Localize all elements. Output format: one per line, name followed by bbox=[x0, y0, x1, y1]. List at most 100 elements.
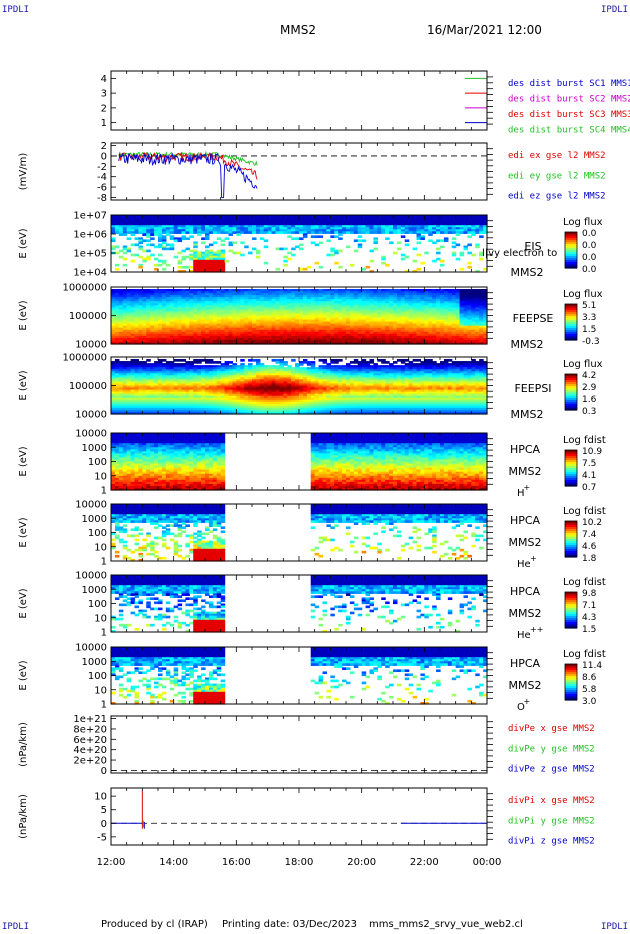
feeps_i-cell bbox=[208, 367, 214, 370]
eis-cell bbox=[326, 223, 331, 226]
eis-cell bbox=[302, 233, 308, 236]
feeps_e-cell bbox=[318, 309, 324, 313]
feeps_e-cell bbox=[357, 293, 363, 296]
feeps_i-cell bbox=[197, 409, 202, 413]
feeps_e-cell bbox=[471, 301, 476, 304]
eis-cell bbox=[146, 229, 151, 232]
eis-cell bbox=[130, 233, 136, 236]
feeps_e-cell bbox=[295, 323, 300, 327]
eis-cell bbox=[479, 231, 484, 234]
feeps_e-cell bbox=[118, 295, 124, 298]
feeps_e-cell bbox=[475, 297, 480, 300]
feeps_i-cell bbox=[189, 381, 194, 385]
eis-cell bbox=[310, 217, 316, 220]
feeps_e-cell bbox=[479, 313, 484, 317]
eis-cell bbox=[205, 261, 210, 265]
eis-cell bbox=[393, 219, 398, 222]
feeps_i-cell bbox=[114, 401, 120, 405]
feeps_e-cell bbox=[428, 295, 433, 298]
feeps_e-cell bbox=[483, 327, 488, 331]
eis-cell bbox=[314, 227, 320, 230]
feeps_e-cell bbox=[396, 295, 402, 298]
feeps_i-cell bbox=[228, 385, 234, 389]
feeps_i-cell bbox=[165, 377, 171, 380]
feeps_e-cell bbox=[353, 313, 359, 317]
eis-cell bbox=[393, 221, 398, 224]
feeps_e-cell bbox=[385, 291, 390, 294]
eis-cell bbox=[275, 231, 281, 234]
feeps_e-cell bbox=[283, 313, 288, 317]
feeps_i-cell bbox=[181, 363, 187, 366]
feeps_i-cell bbox=[114, 391, 120, 395]
feeps_e-cell bbox=[420, 339, 425, 343]
feeps_e-cell bbox=[220, 341, 226, 345]
feeps_e-cell bbox=[267, 341, 273, 345]
eis-cell bbox=[326, 219, 331, 222]
eis-cell bbox=[361, 219, 367, 222]
feeps_e-cell bbox=[346, 341, 351, 345]
feeps_e-cell bbox=[436, 317, 441, 321]
feeps_e-cell bbox=[236, 321, 241, 325]
feeps_e-cell bbox=[291, 335, 296, 339]
feeps_i-cell bbox=[118, 409, 124, 413]
feeps_e-cell bbox=[338, 339, 343, 343]
feeps_e-cell bbox=[271, 327, 277, 331]
feeps_e-cell bbox=[114, 317, 120, 321]
feeps_e-cell bbox=[236, 289, 241, 292]
feeps_e-cell bbox=[342, 339, 347, 343]
feeps_e-cell bbox=[220, 307, 226, 310]
feeps_e-cell bbox=[369, 319, 375, 323]
eis-cell bbox=[197, 251, 202, 255]
eis-cell bbox=[130, 225, 136, 228]
feeps_e-cell bbox=[197, 319, 202, 323]
feeps_e-cell bbox=[377, 313, 382, 317]
feeps_e-cell bbox=[420, 341, 425, 345]
eis-cell bbox=[126, 231, 132, 234]
eis-cell bbox=[467, 251, 472, 255]
feeps_e-cell bbox=[318, 327, 324, 331]
feeps_e-cell bbox=[424, 319, 429, 323]
eis-cell bbox=[271, 223, 277, 226]
feeps_i-cell bbox=[205, 409, 210, 413]
feeps_e-cell bbox=[314, 327, 320, 331]
feeps_e-cell bbox=[189, 315, 194, 319]
eis-cell bbox=[208, 225, 214, 228]
eis-cell bbox=[404, 239, 410, 243]
feeps_e-cell bbox=[318, 333, 324, 337]
eis-cell bbox=[205, 267, 210, 271]
feeps_i-cell bbox=[177, 411, 183, 415]
eis-cell bbox=[314, 217, 320, 220]
feeps_e-cell bbox=[306, 305, 312, 308]
feeps_e-cell bbox=[130, 325, 136, 329]
eis-cell bbox=[193, 269, 198, 273]
feeps_e-cell bbox=[381, 297, 386, 300]
feeps_i-cell bbox=[114, 373, 120, 376]
feeps_i-cell bbox=[111, 397, 116, 401]
feeps_e-cell bbox=[259, 301, 265, 304]
feeps_e-cell bbox=[393, 293, 398, 296]
feeps_e-cell bbox=[408, 309, 414, 313]
eis-cell bbox=[299, 237, 304, 241]
feeps_i-cell bbox=[146, 375, 151, 378]
feeps_i-cell bbox=[154, 367, 159, 370]
feeps_e-cell bbox=[165, 319, 171, 323]
eis-cell bbox=[463, 219, 469, 222]
feeps_e-cell bbox=[122, 313, 128, 317]
feeps_e-cell bbox=[440, 297, 445, 300]
feeps_e-cell bbox=[138, 321, 143, 325]
feeps_i-cell bbox=[146, 405, 151, 409]
feeps_e-cell bbox=[169, 323, 175, 327]
feeps_e-cell bbox=[111, 327, 116, 331]
feeps_e-cell bbox=[287, 289, 292, 292]
feeps_e-cell bbox=[306, 341, 312, 345]
eis-cell bbox=[291, 237, 296, 241]
eis-cell bbox=[302, 225, 308, 228]
feeps_i-cell bbox=[193, 385, 198, 389]
feeps_e-cell bbox=[134, 303, 140, 306]
feeps_i-cell bbox=[169, 375, 175, 378]
eis-cell bbox=[122, 217, 128, 220]
feeps_e-cell bbox=[342, 291, 347, 294]
feeps_e-cell bbox=[146, 321, 151, 325]
feeps_e-cell bbox=[252, 323, 257, 327]
feeps_i-cell bbox=[111, 409, 116, 413]
